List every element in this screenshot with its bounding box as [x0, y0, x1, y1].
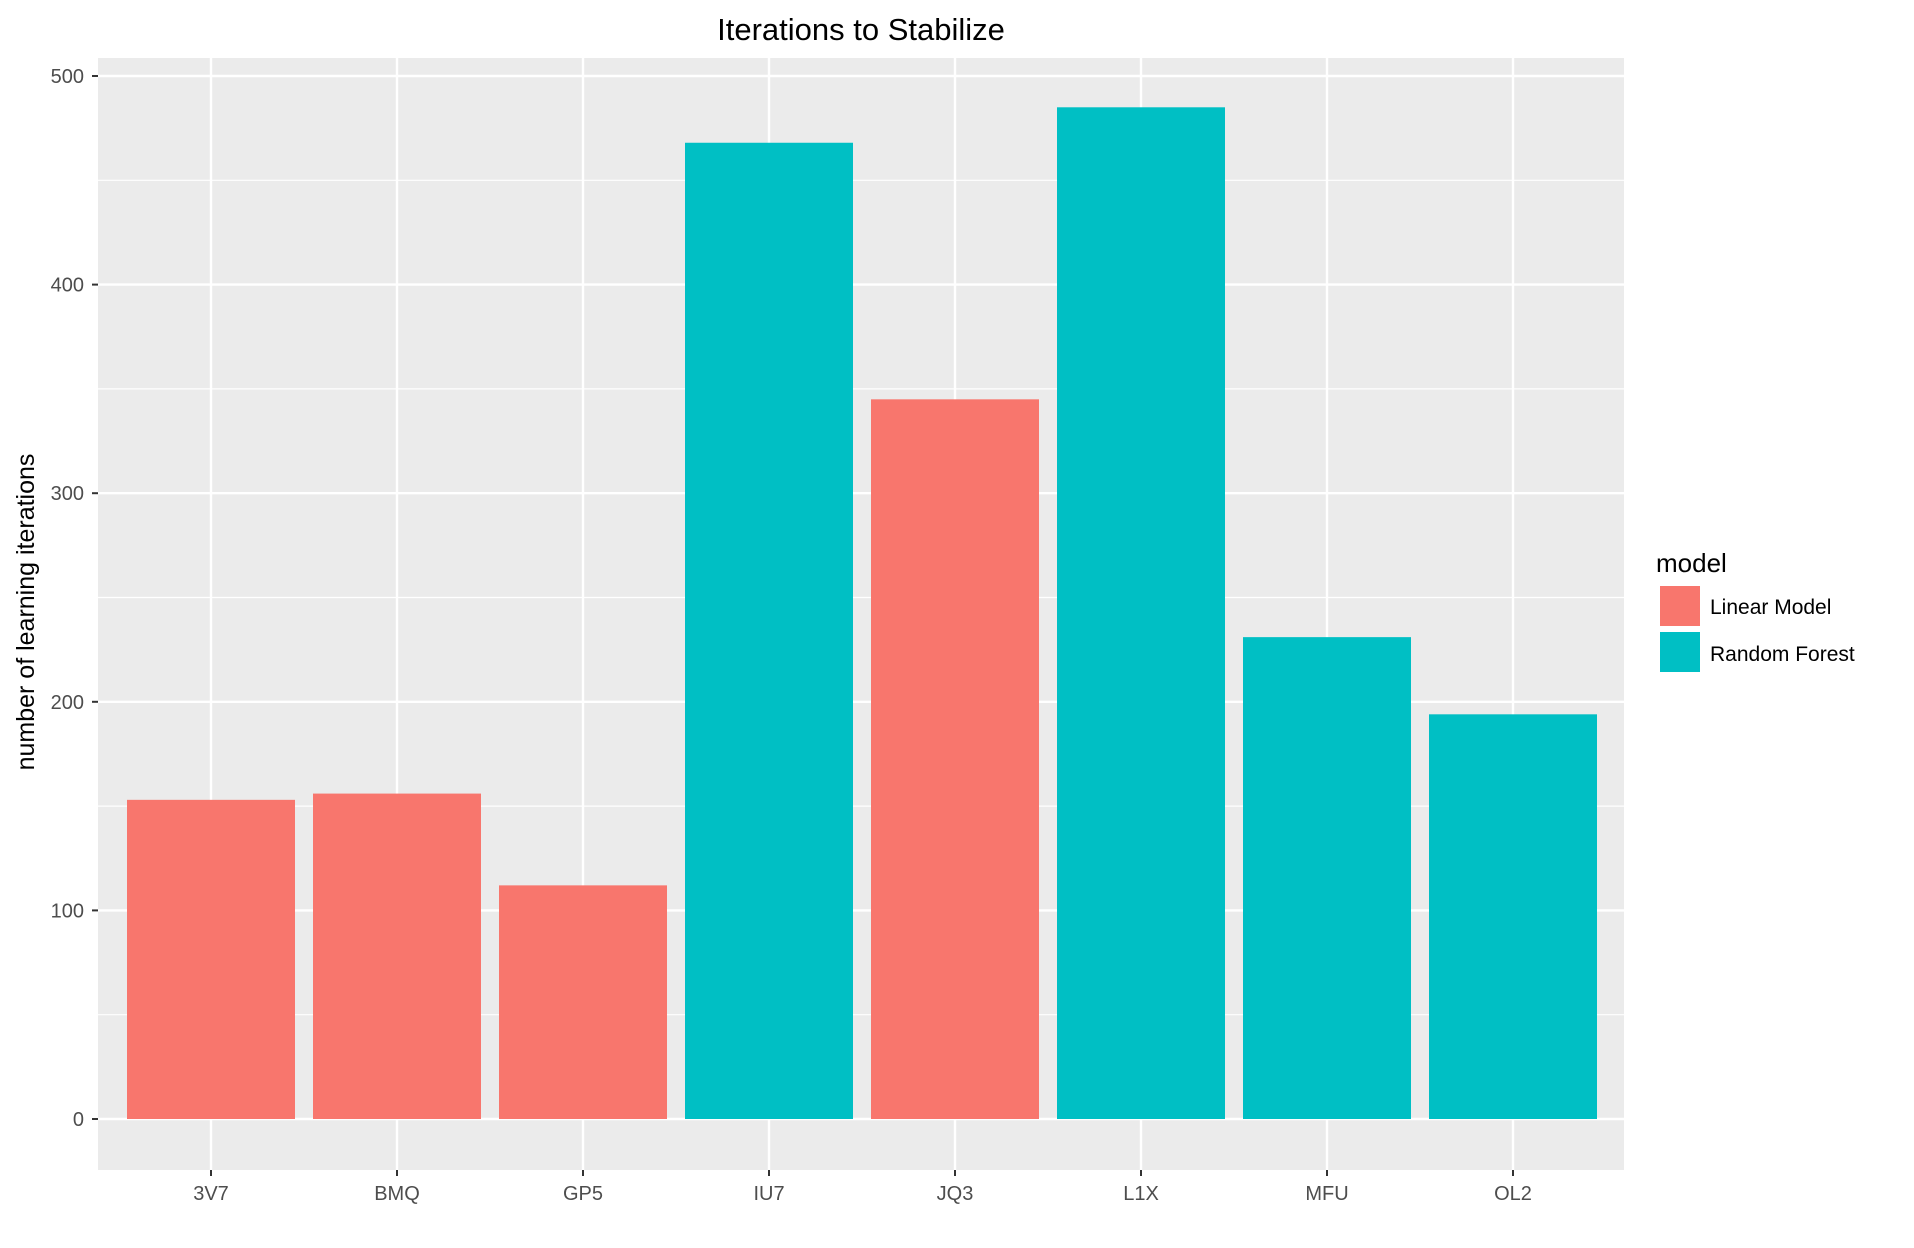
legend-title: model — [1656, 548, 1727, 578]
legend-label-random-forest: Random Forest — [1710, 643, 1855, 666]
x-tick-label: OL2 — [1494, 1183, 1532, 1205]
x-tick-label: L1X — [1123, 1183, 1159, 1205]
bar-3v7 — [127, 799, 295, 1119]
y-tick-label: 500 — [51, 66, 84, 88]
chart-title: Iterations to Stabilize — [717, 12, 1005, 47]
x-tick-label: BMQ — [374, 1183, 420, 1205]
legend-label-linear-model: Linear Model — [1710, 596, 1831, 619]
y-tick-label: 400 — [51, 275, 84, 297]
bar-iu7 — [685, 142, 853, 1119]
x-axis-tick-labels: 3V7 BMQ GP5 IU7 JQ3 L1X MFU OL2 — [193, 1170, 1532, 1205]
x-tick-label: IU7 — [753, 1183, 784, 1205]
x-tick-label: JQ3 — [937, 1183, 974, 1205]
x-tick-label: 3V7 — [193, 1183, 229, 1205]
y-tick-label: 200 — [51, 692, 84, 714]
y-tick-label: 100 — [51, 900, 84, 922]
bar-gp5 — [499, 885, 667, 1119]
bar-jq3 — [871, 399, 1039, 1120]
legend: model Linear Model Random Forest — [1656, 548, 1855, 672]
bar-ol2 — [1429, 714, 1597, 1119]
y-axis-tick-labels: 0 100 200 300 400 500 — [51, 66, 98, 1131]
y-axis-label: number of learning iterations — [12, 454, 40, 771]
bar-mfu — [1243, 637, 1411, 1119]
legend-swatch-random-forest — [1660, 632, 1700, 672]
y-tick-label: 0 — [73, 1109, 84, 1131]
x-tick-label: GP5 — [563, 1183, 603, 1205]
legend-swatch-linear-model — [1660, 586, 1700, 626]
y-tick-label: 300 — [51, 483, 84, 505]
bar-bmq — [313, 793, 481, 1119]
bar-l1x — [1057, 107, 1225, 1120]
plot-panel — [98, 58, 1624, 1170]
x-tick-label: MFU — [1305, 1183, 1348, 1205]
